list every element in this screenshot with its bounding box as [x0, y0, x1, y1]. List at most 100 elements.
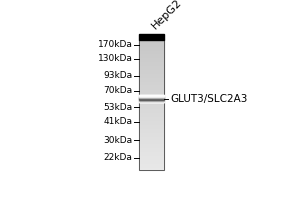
Bar — [139, 143, 164, 144]
Bar — [139, 84, 164, 85]
Bar — [139, 73, 164, 74]
Bar — [139, 139, 164, 140]
Bar — [139, 77, 164, 78]
Bar — [139, 132, 164, 133]
Bar — [139, 83, 164, 84]
Bar — [139, 47, 164, 48]
Bar — [139, 131, 164, 132]
Bar — [139, 118, 164, 119]
Bar — [139, 71, 164, 72]
Bar — [139, 138, 164, 139]
Bar — [139, 55, 164, 56]
Bar — [139, 80, 164, 81]
Bar — [139, 69, 164, 70]
Bar — [139, 148, 164, 149]
Bar — [139, 53, 164, 54]
Bar — [139, 43, 164, 44]
Bar — [139, 156, 164, 157]
Bar — [139, 159, 164, 160]
Bar — [139, 72, 164, 73]
Bar — [139, 52, 164, 53]
Bar — [139, 158, 164, 159]
Bar — [139, 61, 164, 62]
Bar — [139, 97, 164, 98]
Bar — [139, 133, 164, 134]
Bar — [139, 45, 164, 46]
Bar — [139, 95, 164, 96]
Bar — [139, 153, 164, 154]
Bar — [139, 82, 164, 83]
Bar — [139, 130, 164, 131]
Bar — [139, 106, 164, 107]
Bar — [139, 81, 164, 82]
Bar — [139, 168, 164, 169]
Bar — [139, 87, 164, 88]
Bar — [139, 152, 164, 153]
Bar — [139, 160, 164, 161]
Bar — [139, 164, 164, 165]
Text: GLUT3/SLC2A3: GLUT3/SLC2A3 — [170, 94, 248, 104]
Bar — [139, 62, 164, 63]
Bar — [139, 79, 164, 80]
Bar — [139, 114, 164, 115]
Bar — [139, 127, 164, 128]
Bar — [139, 50, 164, 51]
Bar — [139, 125, 164, 126]
Bar — [139, 161, 164, 162]
Bar — [139, 146, 164, 147]
Text: 22kDa: 22kDa — [104, 153, 133, 162]
Bar — [139, 56, 164, 57]
Bar — [139, 141, 164, 142]
Text: 41kDa: 41kDa — [103, 117, 133, 126]
Bar — [139, 102, 164, 103]
Bar — [139, 54, 164, 55]
Bar — [139, 104, 164, 105]
Bar — [139, 113, 164, 114]
Bar — [139, 108, 164, 109]
Text: 70kDa: 70kDa — [103, 86, 133, 95]
Bar — [139, 41, 164, 42]
Bar — [139, 34, 164, 40]
Bar — [139, 93, 164, 94]
Bar — [139, 96, 164, 97]
Bar — [139, 107, 164, 108]
Text: HepG2: HepG2 — [150, 0, 184, 31]
Bar — [139, 91, 164, 92]
Bar — [139, 122, 164, 123]
Bar — [139, 86, 164, 87]
Text: 170kDa: 170kDa — [98, 40, 133, 49]
Bar — [139, 115, 164, 116]
Bar — [139, 165, 164, 166]
Bar — [139, 103, 164, 104]
Bar — [139, 44, 164, 45]
Bar — [139, 75, 164, 76]
Bar — [139, 57, 164, 58]
Bar — [139, 151, 164, 152]
Bar — [139, 109, 164, 110]
Bar — [139, 70, 164, 71]
Bar — [139, 119, 164, 120]
Bar — [139, 101, 164, 102]
Bar — [139, 137, 164, 138]
Bar — [139, 60, 164, 61]
Bar — [139, 134, 164, 135]
Bar — [139, 98, 164, 99]
Text: 93kDa: 93kDa — [103, 71, 133, 80]
Bar — [139, 110, 164, 111]
Bar — [139, 116, 164, 117]
Bar — [139, 63, 164, 64]
Bar — [139, 117, 164, 118]
Bar — [139, 144, 164, 145]
Bar — [139, 154, 164, 155]
Bar — [139, 126, 164, 127]
Bar — [139, 162, 164, 163]
Bar — [139, 157, 164, 158]
Bar — [139, 142, 164, 143]
Bar — [139, 48, 164, 49]
Bar — [139, 169, 164, 170]
Bar — [139, 67, 164, 68]
Bar — [139, 99, 164, 100]
Text: 30kDa: 30kDa — [103, 136, 133, 145]
Text: 53kDa: 53kDa — [103, 103, 133, 112]
Bar — [139, 88, 164, 89]
